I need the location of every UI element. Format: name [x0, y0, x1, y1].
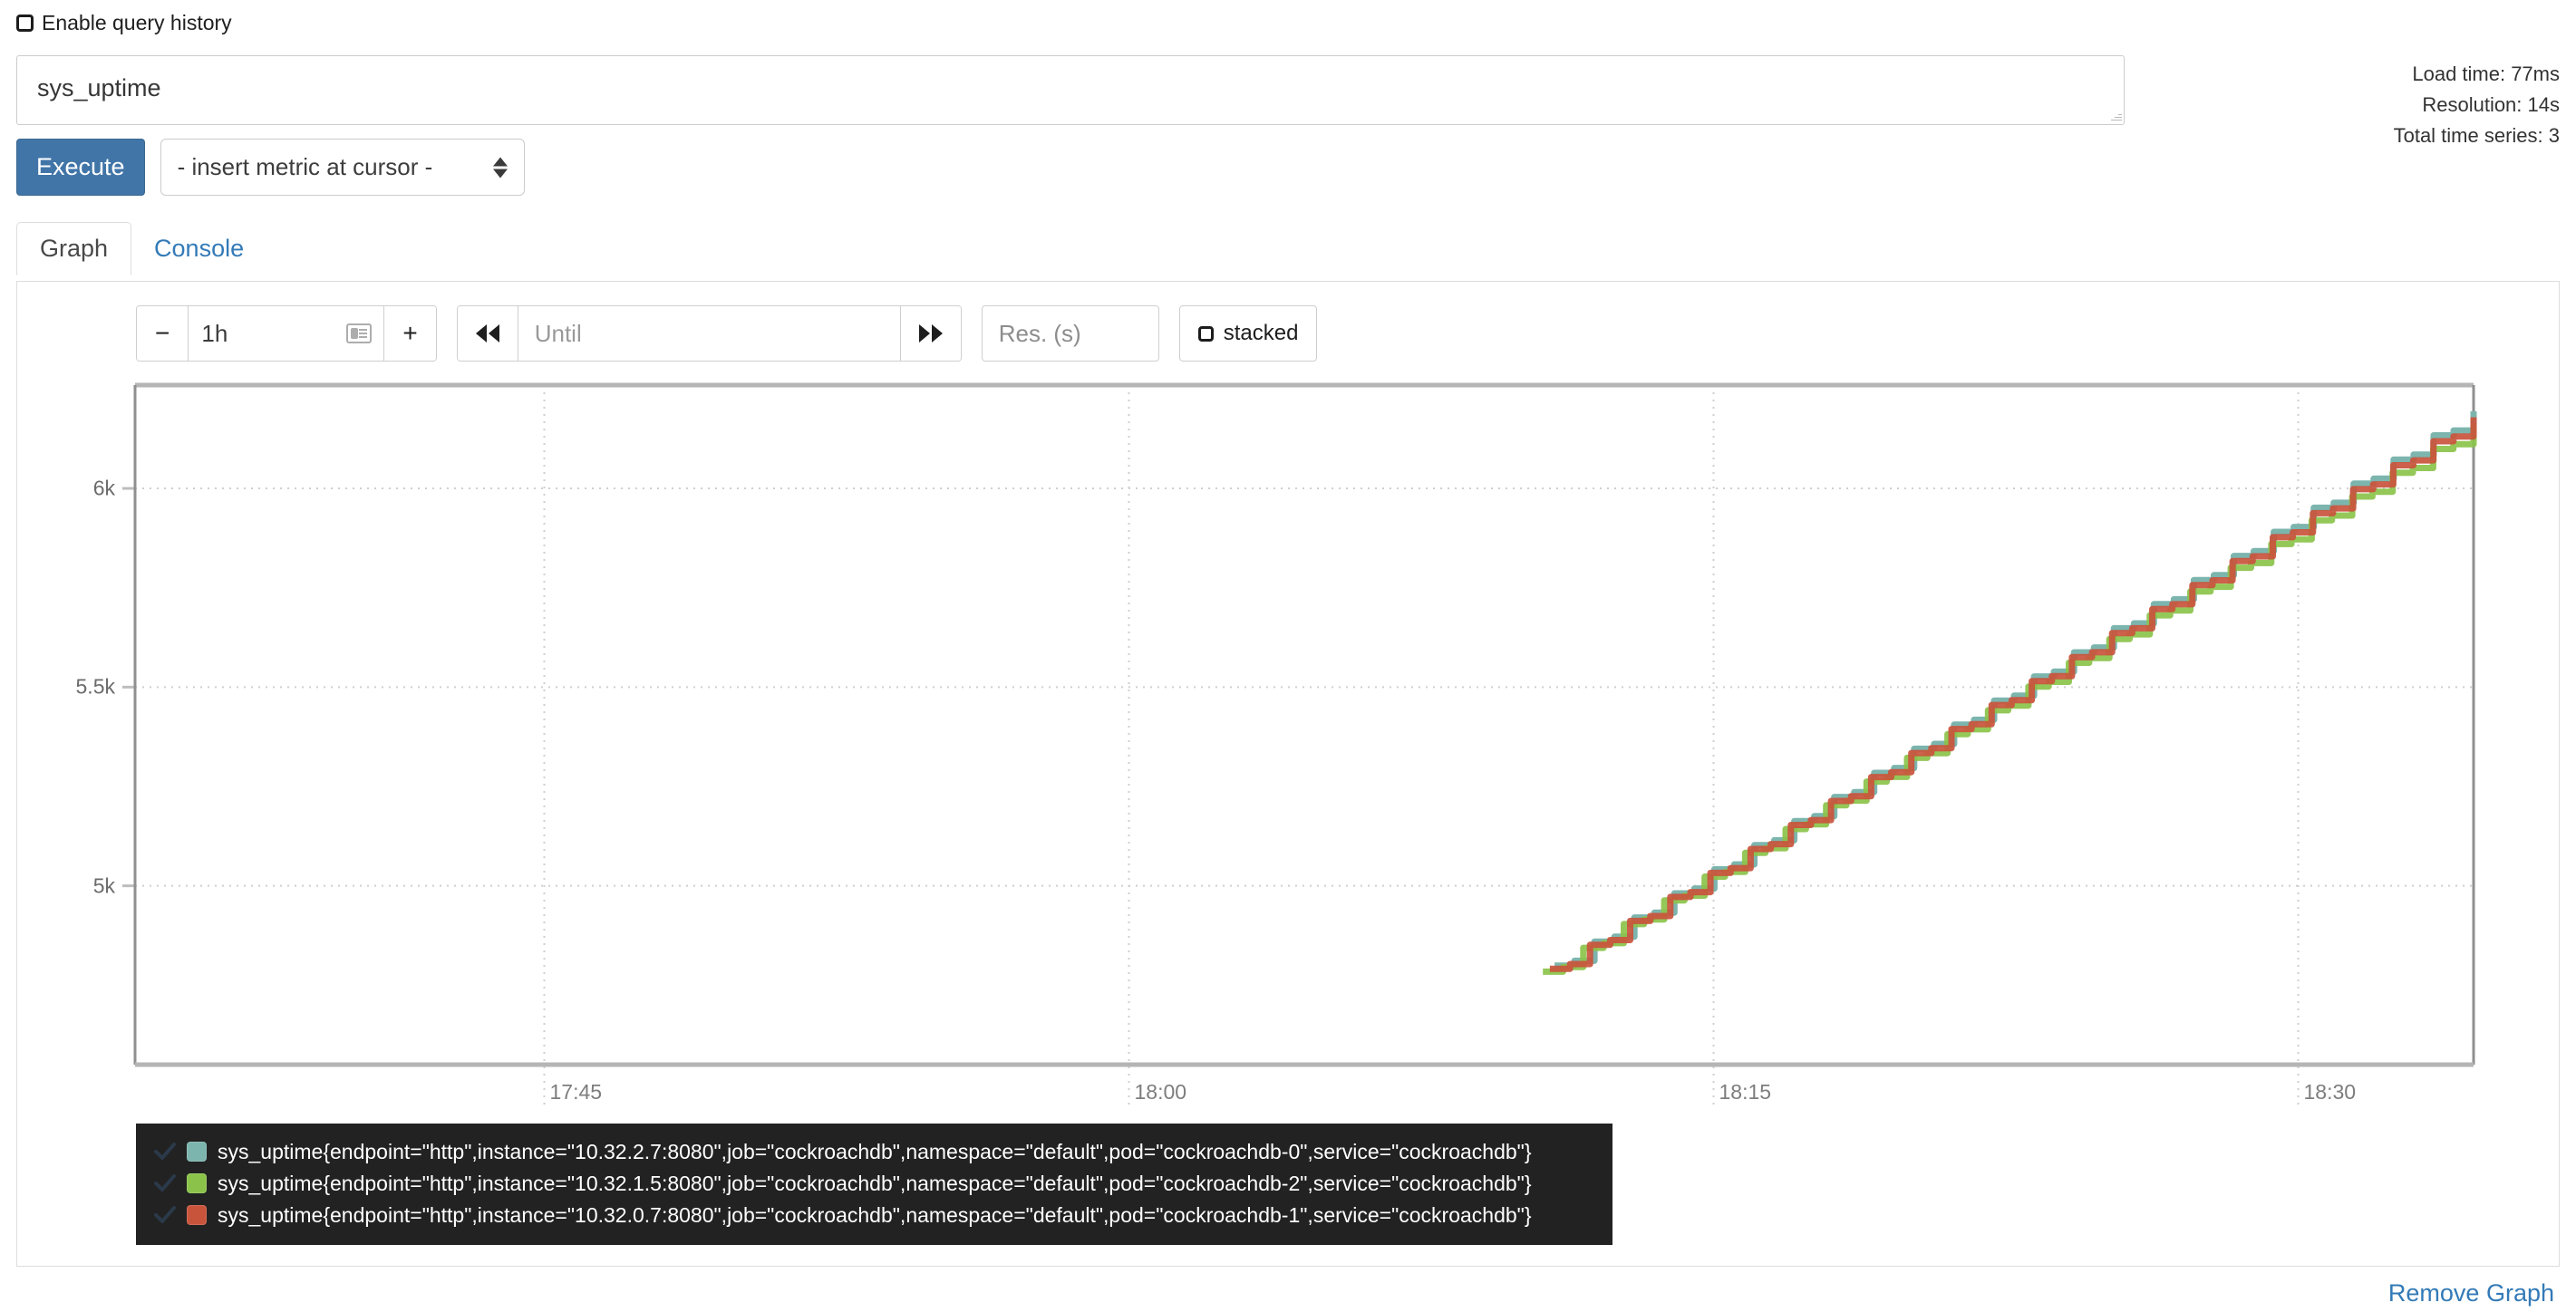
stacked-checkbox-icon[interactable]	[1197, 325, 1214, 342]
until-input-placeholder: Until	[534, 319, 582, 347]
increase-range-button[interactable]: +	[384, 306, 436, 361]
step-forward-icon[interactable]	[900, 306, 961, 361]
resolution-input-placeholder: Res. (s)	[998, 319, 1081, 347]
enable-query-history-label: Enable query history	[42, 11, 232, 34]
check-icon[interactable]	[154, 1205, 176, 1225]
check-icon[interactable]	[154, 1142, 176, 1162]
legend-color-swatch	[187, 1204, 207, 1225]
expression-input-wrapper	[16, 55, 2125, 125]
range-input-group: − 1h +	[136, 305, 437, 362]
time-navigation-group: Until	[456, 305, 962, 362]
tab-graph[interactable]: Graph	[16, 222, 132, 275]
graph-controls: − 1h + Until	[136, 305, 1318, 362]
divider	[383, 306, 385, 361]
legend-item[interactable]: sys_uptime{endpoint="http",instance="10.…	[136, 1168, 1612, 1200]
stacked-label: stacked	[1223, 321, 1299, 345]
check-icon[interactable]	[154, 1173, 176, 1193]
query-history-checkbox-icon[interactable]	[16, 14, 34, 32]
until-input[interactable]: Until	[518, 306, 900, 361]
insert-metric-select[interactable]: - insert metric at cursor -	[160, 139, 525, 196]
legend-series-label: sys_uptime{endpoint="http",instance="10.…	[218, 1140, 1532, 1163]
tabs-underline	[16, 281, 2560, 282]
range-input[interactable]: 1h	[189, 306, 384, 361]
enable-query-history-toggle[interactable]: Enable query history	[16, 13, 232, 34]
legend-color-swatch	[187, 1173, 207, 1194]
chart-legend: sys_uptime{endpoint="http",instance="10.…	[136, 1124, 1612, 1246]
decrease-range-button[interactable]: −	[137, 306, 189, 361]
execute-row: Execute - insert metric at cursor -	[16, 139, 525, 196]
legend-item[interactable]: sys_uptime{endpoint="http",instance="10.…	[136, 1200, 1612, 1231]
legend-series-label: sys_uptime{endpoint="http",instance="10.…	[218, 1171, 1532, 1195]
remove-graph-link[interactable]: Remove Graph	[2387, 1279, 2554, 1307]
calendar-icon[interactable]	[346, 323, 373, 343]
legend-item[interactable]: sys_uptime{endpoint="http",instance="10.…	[136, 1136, 1612, 1168]
legend-color-swatch	[187, 1142, 207, 1162]
execute-button[interactable]: Execute	[16, 139, 145, 196]
range-input-value: 1h	[201, 319, 228, 347]
stacked-toggle[interactable]: stacked	[1178, 305, 1318, 362]
divider	[188, 306, 189, 361]
chevron-updown-icon	[492, 157, 508, 178]
divider	[899, 306, 901, 361]
resolution-input[interactable]: Res. (s)	[981, 305, 1159, 362]
tab-console[interactable]: Console	[154, 235, 245, 262]
step-backward-icon[interactable]	[457, 306, 518, 361]
insert-metric-select-value: - insert metric at cursor -	[177, 153, 433, 180]
expression-input[interactable]	[16, 55, 2125, 125]
total-time-series-text: Total time series: 3	[2393, 124, 2560, 148]
tab-bar: Graph Console	[16, 222, 266, 275]
query-stats: Load time: 77ms Resolution: 14s Total ti…	[2394, 59, 2560, 151]
legend-series-label: sys_uptime{endpoint="http",instance="10.…	[218, 1202, 1532, 1227]
graph-panel	[16, 282, 2560, 1267]
resolution-text: Resolution: 14s	[2422, 93, 2560, 117]
load-time-text: Load time: 77ms	[2412, 63, 2560, 85]
